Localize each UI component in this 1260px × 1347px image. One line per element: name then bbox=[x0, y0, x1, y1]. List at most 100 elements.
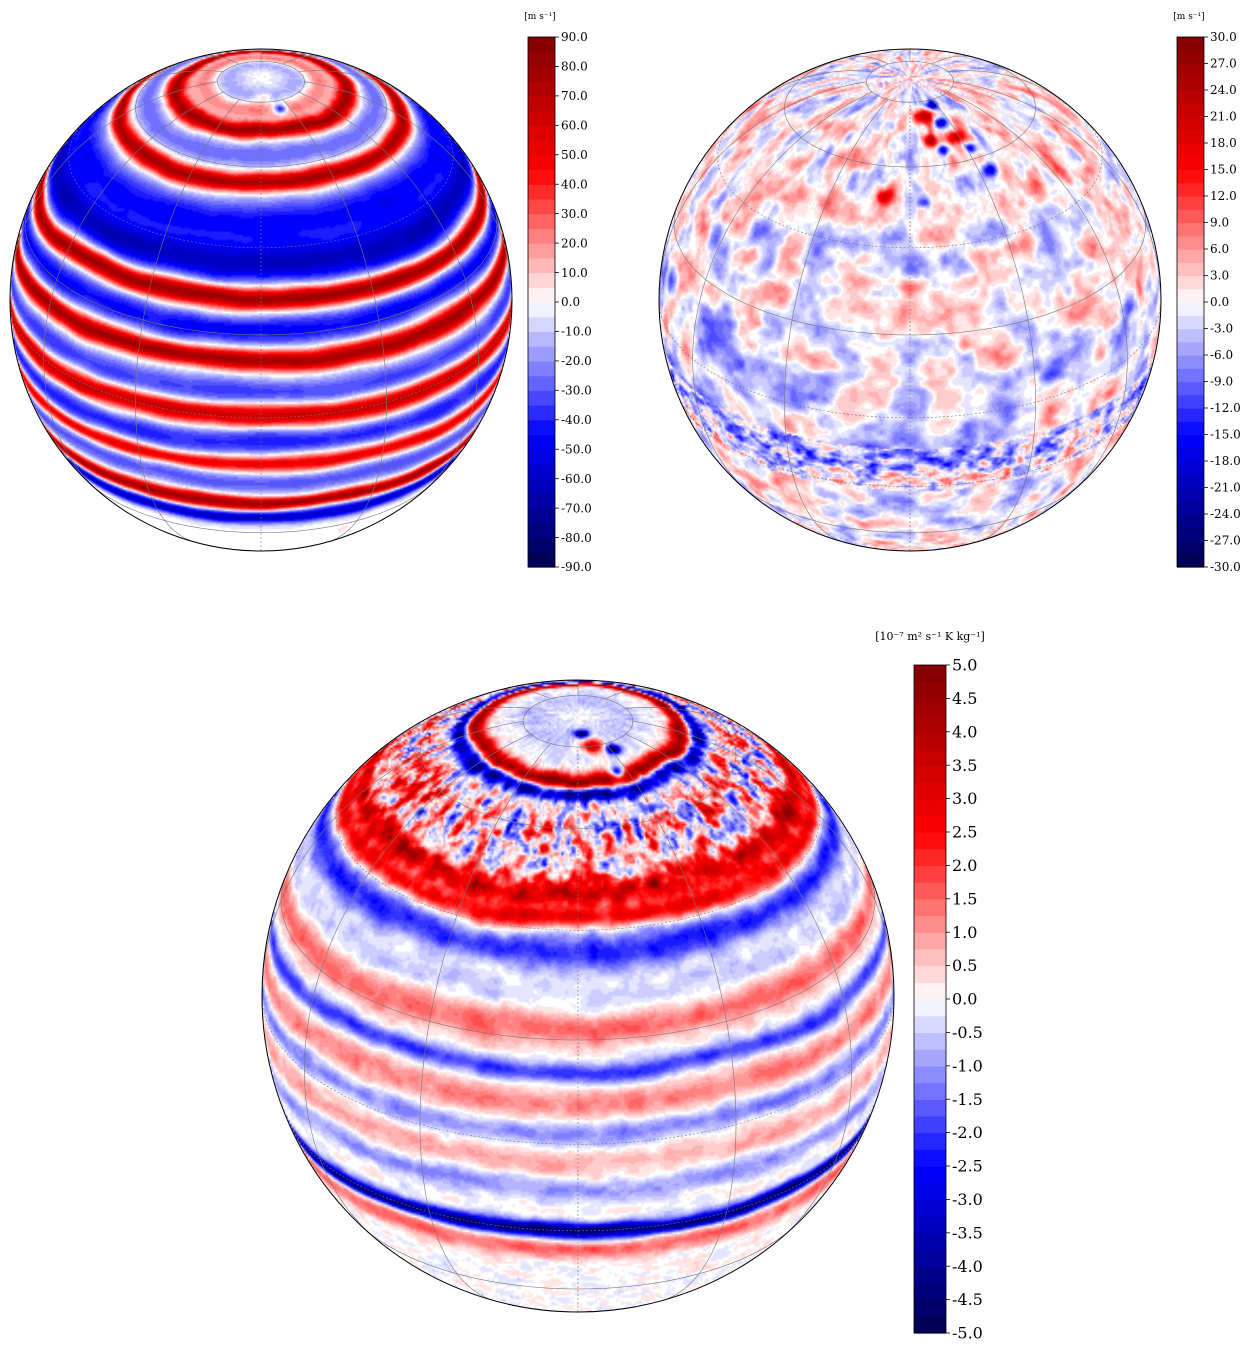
graticule-line bbox=[931, 99, 1036, 543]
graticule-line bbox=[135, 99, 240, 543]
colorbar-level bbox=[1177, 116, 1204, 131]
colorbar-level bbox=[1177, 381, 1204, 396]
colorbar-level bbox=[528, 302, 555, 318]
colorbar-tick-label: 21.0 bbox=[1210, 110, 1237, 124]
colorbar-level bbox=[914, 1099, 946, 1117]
colorbar-tick-label: -30.0 bbox=[1210, 560, 1241, 574]
colorbar-level bbox=[914, 1232, 946, 1251]
colorbar-tick-label: 80.0 bbox=[561, 60, 588, 74]
colorbar-level bbox=[914, 1149, 946, 1167]
colorbar-level bbox=[1177, 434, 1204, 449]
colorbar-tick-label: 90.0 bbox=[561, 30, 588, 44]
colorbar-level bbox=[914, 882, 946, 900]
colorbar-level bbox=[914, 865, 946, 883]
colorbar-units-label: [m s⁻¹] bbox=[524, 12, 555, 22]
colorbar-level bbox=[528, 213, 555, 229]
colorbar-level bbox=[914, 1316, 946, 1334]
colorbar-tick-label: 10.0 bbox=[561, 266, 588, 280]
zonal-wind-globe-chart: 90.0 80.0 70.0 60.0 50.0 40.0 30.0 20.0 10.0 0.0 -… bbox=[9, 12, 592, 574]
colorbar-tick-label: -20.0 bbox=[561, 354, 592, 368]
globe-outline bbox=[9, 48, 513, 552]
colorbar-level bbox=[1177, 302, 1204, 316]
colorbar-tick-label: -4.5 bbox=[952, 1290, 983, 1309]
colorbar-level bbox=[914, 731, 946, 750]
colorbar-level bbox=[528, 110, 555, 126]
colorbar-tick-label: -90.0 bbox=[561, 560, 592, 574]
colorbar-level bbox=[1177, 315, 1204, 330]
graticule-line bbox=[784, 99, 889, 543]
colorbar-level bbox=[528, 419, 555, 436]
potential-vorticity-globe-panel: 5.0 4.5 4.0 3.5 3.0 2.5 2.0 1.5 1.0 0.5 0.0 -0.5 -1.… bbox=[250, 620, 1050, 1347]
graticule-line bbox=[419, 743, 551, 1301]
globe-field bbox=[659, 49, 1161, 551]
colorbar: 5.0 4.5 4.0 3.5 3.0 2.5 2.0 1.5 1.0 0.5 0.0 -0.5 -1.… bbox=[875, 630, 985, 1343]
colorbar-level bbox=[1177, 461, 1204, 475]
colorbar-level bbox=[528, 228, 555, 244]
colorbar-level bbox=[528, 493, 555, 509]
colorbar-level bbox=[1177, 222, 1204, 237]
colorbar-tick-label: -27.0 bbox=[1210, 534, 1241, 548]
colorbar-level bbox=[1177, 421, 1204, 436]
graticule-line bbox=[717, 120, 1103, 249]
graticule-line bbox=[605, 688, 658, 700]
colorbar-level bbox=[528, 287, 555, 303]
colorbar-level bbox=[528, 125, 555, 141]
colorbar-level bbox=[1177, 182, 1204, 197]
colorbar-level bbox=[914, 665, 946, 683]
colorbar-tick-label: 4.5 bbox=[952, 689, 977, 708]
colorbar-level bbox=[914, 815, 946, 833]
colorbar-tick-label: -40.0 bbox=[561, 413, 592, 427]
colorbar-level bbox=[1177, 408, 1204, 422]
colorbar-level bbox=[914, 1032, 946, 1050]
colorbar-tick-label: 2.5 bbox=[952, 823, 977, 842]
colorbar-tick-label: 50.0 bbox=[561, 148, 588, 162]
colorbar-tick-label: 1.0 bbox=[952, 923, 977, 942]
graticule-line bbox=[298, 91, 479, 493]
graticule-line bbox=[632, 720, 894, 997]
colorbar-level bbox=[914, 1266, 946, 1284]
colorbar-tick-label: 0.5 bbox=[952, 956, 977, 975]
colorbar-level bbox=[528, 316, 555, 333]
colorbar-level bbox=[914, 915, 946, 933]
colorbar-level bbox=[528, 390, 555, 406]
colorbar-level bbox=[1177, 249, 1204, 263]
colorbar-level bbox=[528, 463, 555, 480]
colorbar-level bbox=[528, 375, 555, 391]
colorbar-level bbox=[914, 999, 946, 1017]
colorbar-level bbox=[528, 81, 555, 97]
colorbar-level bbox=[1177, 63, 1204, 78]
graticule-line bbox=[419, 686, 737, 829]
colorbar-tick-label: -5.0 bbox=[952, 1324, 983, 1343]
graticule-line bbox=[380, 706, 531, 750]
colorbar-tick-label: -80.0 bbox=[561, 531, 592, 545]
colorbar-level bbox=[1177, 527, 1204, 542]
graticule-line bbox=[104, 70, 224, 104]
colorbar-level bbox=[528, 552, 555, 568]
colorbar-tick-label: 5.0 bbox=[952, 656, 977, 675]
graticule-line bbox=[625, 733, 853, 1239]
colorbar-tick-label: -3.5 bbox=[952, 1223, 983, 1242]
colorbar-tick-label: 27.0 bbox=[1210, 57, 1237, 71]
colorbar-level bbox=[914, 1132, 946, 1150]
graticule-line bbox=[738, 483, 1082, 534]
colorbar-level bbox=[914, 832, 946, 850]
colorbar-level bbox=[914, 1115, 946, 1134]
zonal-wind-globe-panel: 90.0 80.0 70.0 60.0 50.0 40.0 30.0 20.0 10.0 0.0 -… bbox=[0, 0, 630, 590]
colorbar-level bbox=[528, 449, 555, 465]
colorbar-units-label: [m s⁻¹] bbox=[1173, 12, 1204, 22]
graticule-line bbox=[659, 81, 867, 301]
graticule-line bbox=[753, 70, 873, 104]
colorbar-level bbox=[914, 898, 946, 917]
colorbar-level bbox=[528, 243, 555, 259]
colorbar-tick-label: -1.5 bbox=[952, 1090, 983, 1109]
colorbar-level bbox=[528, 140, 555, 156]
graticule-line bbox=[953, 81, 1161, 301]
colorbar-tick-label: -50.0 bbox=[561, 442, 592, 456]
graticule-line bbox=[304, 81, 512, 301]
colorbar-level bbox=[914, 848, 946, 866]
graticule-line bbox=[947, 70, 1067, 104]
colorbar-level bbox=[914, 1015, 946, 1033]
colorbar-tick-label: -9.0 bbox=[1210, 375, 1233, 389]
colorbar-level bbox=[914, 1249, 946, 1267]
graticule-line bbox=[947, 91, 1128, 493]
